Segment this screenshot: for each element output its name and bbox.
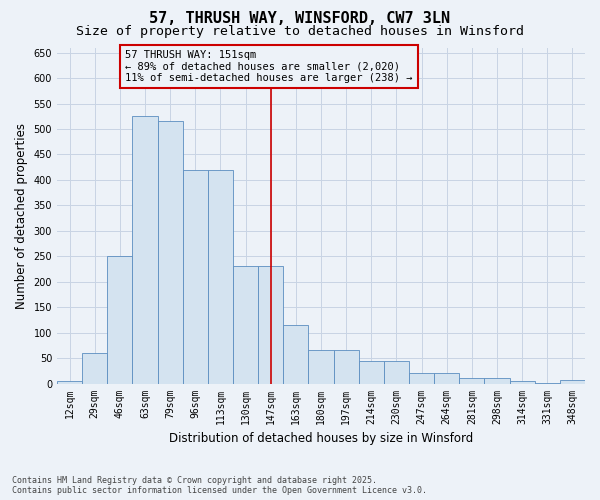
- Y-axis label: Number of detached properties: Number of detached properties: [15, 122, 28, 308]
- Bar: [535, 382, 560, 384]
- Bar: [459, 378, 484, 384]
- Bar: [434, 374, 459, 384]
- Bar: [384, 360, 409, 384]
- Text: 57 THRUSH WAY: 151sqm
← 89% of detached houses are smaller (2,020)
11% of semi-d: 57 THRUSH WAY: 151sqm ← 89% of detached …: [125, 50, 412, 83]
- Bar: [233, 266, 258, 384]
- Bar: [509, 381, 535, 384]
- Bar: [359, 360, 384, 384]
- Bar: [57, 381, 82, 384]
- Bar: [133, 116, 158, 384]
- Text: 57, THRUSH WAY, WINSFORD, CW7 3LN: 57, THRUSH WAY, WINSFORD, CW7 3LN: [149, 11, 451, 26]
- Bar: [409, 374, 434, 384]
- Bar: [334, 350, 359, 384]
- Bar: [308, 350, 334, 384]
- Bar: [258, 266, 283, 384]
- Bar: [107, 256, 133, 384]
- Bar: [484, 378, 509, 384]
- Bar: [158, 122, 183, 384]
- Bar: [183, 170, 208, 384]
- Bar: [283, 325, 308, 384]
- Bar: [560, 380, 585, 384]
- X-axis label: Distribution of detached houses by size in Winsford: Distribution of detached houses by size …: [169, 432, 473, 445]
- Bar: [208, 170, 233, 384]
- Bar: [82, 353, 107, 384]
- Text: Contains HM Land Registry data © Crown copyright and database right 2025.
Contai: Contains HM Land Registry data © Crown c…: [12, 476, 427, 495]
- Text: Size of property relative to detached houses in Winsford: Size of property relative to detached ho…: [76, 25, 524, 38]
